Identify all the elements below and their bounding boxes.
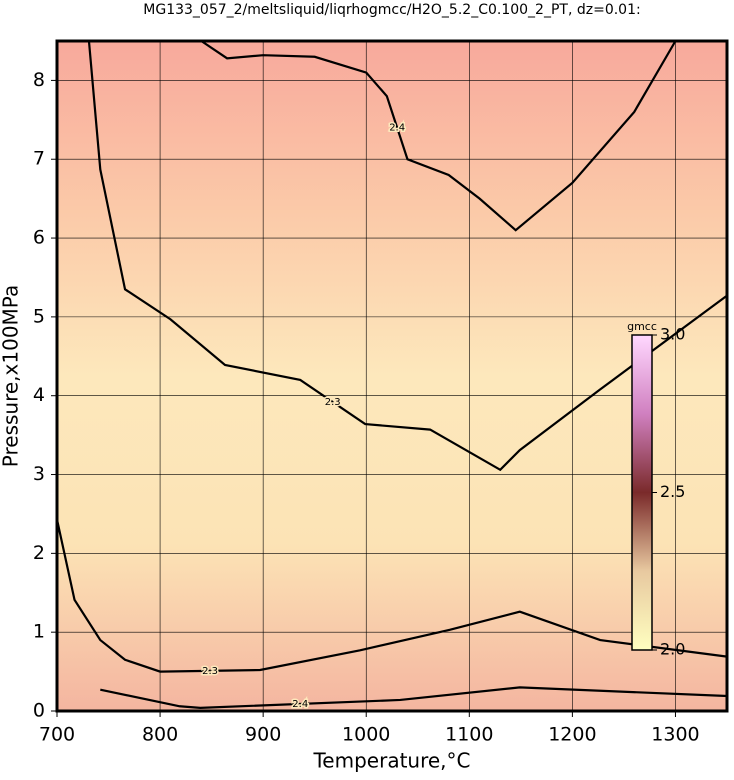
contour-label: 2.4 xyxy=(389,123,405,134)
plot-frame xyxy=(55,39,729,713)
colorbar xyxy=(631,334,653,651)
y-tick-label: 6 xyxy=(33,227,45,249)
chart-title: MG133_057_2/meltsliquid/liqrhogmcc/H2O_5… xyxy=(143,2,640,18)
contour-line xyxy=(100,686,728,709)
x-tick-label: 800 xyxy=(142,724,178,746)
y-tick-label: 0 xyxy=(33,700,45,722)
x-tick-label: 700 xyxy=(39,724,75,746)
y-tick-label: 4 xyxy=(33,384,45,406)
y-tick-label: 3 xyxy=(33,463,45,485)
colorbar-tick-label: 2.0 xyxy=(660,640,685,659)
contour-line xyxy=(55,519,728,673)
x-tick-label: 1100 xyxy=(445,724,493,746)
contour-label: 2.4 xyxy=(292,699,308,710)
y-tick-label: 2 xyxy=(33,542,45,564)
y-tick-label: 8 xyxy=(33,69,45,91)
contour-label: 2.3 xyxy=(325,397,341,408)
plot-background xyxy=(57,41,727,711)
colorbar-label: gmcc xyxy=(627,320,657,333)
y-tick-label: 1 xyxy=(33,621,45,643)
y-axis-label: Pressure,x100MPa xyxy=(0,285,23,467)
x-tick-label: 900 xyxy=(245,724,281,746)
x-tick-label: 1000 xyxy=(342,724,390,746)
x-tick-label: 1200 xyxy=(548,724,596,746)
colorbar-tick-label: 2.5 xyxy=(660,482,685,501)
contour-line xyxy=(87,40,728,472)
contour-label: 2.3 xyxy=(202,666,218,677)
x-axis-label: Temperature,°C xyxy=(312,749,470,773)
y-tick-label: 5 xyxy=(33,305,45,327)
colorbar-tick-label: 3.0 xyxy=(660,325,685,344)
contour-line xyxy=(200,40,677,232)
x-tick-label: 1300 xyxy=(651,724,699,746)
y-tick-label: 7 xyxy=(33,148,45,170)
